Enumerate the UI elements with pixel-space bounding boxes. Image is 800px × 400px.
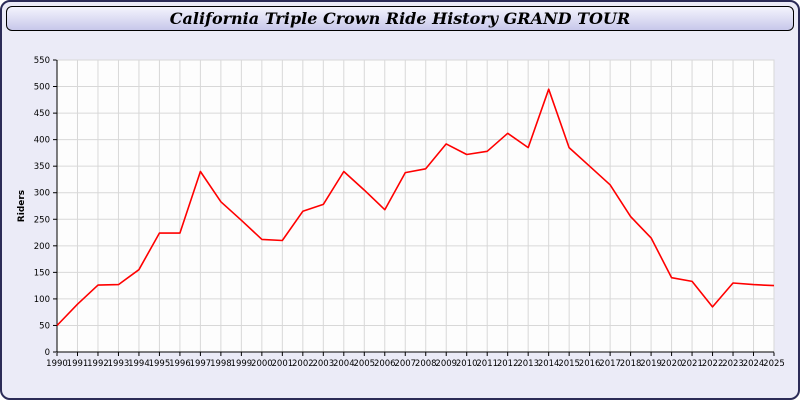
ride-history-chart: 0501001502002503003504004505005501990199… (17, 56, 785, 369)
svg-text:2024: 2024 (743, 359, 765, 369)
chart-title: California Triple Crown Ride History GRA… (169, 9, 631, 28)
svg-text:2007: 2007 (394, 359, 416, 369)
svg-text:300: 300 (34, 189, 50, 199)
svg-text:1998: 1998 (210, 359, 232, 369)
svg-text:2006: 2006 (374, 359, 396, 369)
svg-text:250: 250 (34, 215, 50, 225)
svg-text:2002: 2002 (292, 359, 314, 369)
svg-text:1990: 1990 (46, 359, 68, 369)
svg-text:50: 50 (39, 321, 50, 331)
svg-text:2009: 2009 (435, 359, 457, 369)
chart-area: 0 50 100 150 200 250 300 350 400 450 500 550 1990 199… (2, 34, 798, 398)
svg-text:2022: 2022 (702, 359, 724, 369)
svg-text:1995: 1995 (149, 359, 171, 369)
svg-text:2021: 2021 (681, 359, 703, 369)
svg-text:2004: 2004 (333, 359, 355, 369)
x-axis: 1990199119921993199419951996199719981999… (46, 352, 785, 369)
svg-text:2001: 2001 (272, 359, 294, 369)
svg-text:400: 400 (34, 136, 50, 146)
svg-text:2016: 2016 (579, 359, 601, 369)
riders-line (56, 88, 775, 327)
y-axis-label: Riders (17, 190, 27, 222)
svg-text:0: 0 (45, 348, 50, 358)
svg-text:2005: 2005 (353, 359, 375, 369)
svg-text:2018: 2018 (620, 359, 642, 369)
svg-text:2010: 2010 (456, 359, 478, 369)
svg-text:550: 550 (34, 56, 50, 66)
svg-text:1999: 1999 (231, 359, 253, 369)
svg-text:1997: 1997 (190, 359, 212, 369)
svg-text:2000: 2000 (251, 359, 273, 369)
svg-text:100: 100 (34, 295, 50, 305)
svg-text:1991: 1991 (67, 359, 89, 369)
svg-text:2003: 2003 (312, 359, 334, 369)
svg-text:150: 150 (34, 268, 50, 278)
x-gridlines (56, 60, 775, 352)
svg-text:2023: 2023 (722, 359, 744, 369)
svg-text:1996: 1996 (169, 359, 191, 369)
svg-text:2020: 2020 (661, 359, 683, 369)
svg-text:2014: 2014 (538, 359, 560, 369)
svg-text:500: 500 (34, 83, 50, 93)
svg-text:350: 350 (34, 162, 50, 172)
svg-text:2015: 2015 (558, 359, 580, 369)
plot-background (57, 60, 774, 352)
svg-text:1992: 1992 (87, 359, 109, 369)
svg-text:2013: 2013 (517, 359, 539, 369)
svg-text:2017: 2017 (599, 359, 621, 369)
svg-text:450: 450 (34, 109, 50, 119)
svg-text:2011: 2011 (476, 359, 498, 369)
svg-text:2019: 2019 (640, 359, 662, 369)
svg-text:2008: 2008 (415, 359, 437, 369)
svg-text:200: 200 (34, 242, 50, 252)
title-bar: California Triple Crown Ride History GRA… (6, 6, 794, 31)
svg-text:2012: 2012 (497, 359, 519, 369)
svg-text:1993: 1993 (108, 359, 130, 369)
svg-text:2025: 2025 (763, 359, 785, 369)
svg-text:1994: 1994 (128, 359, 150, 369)
